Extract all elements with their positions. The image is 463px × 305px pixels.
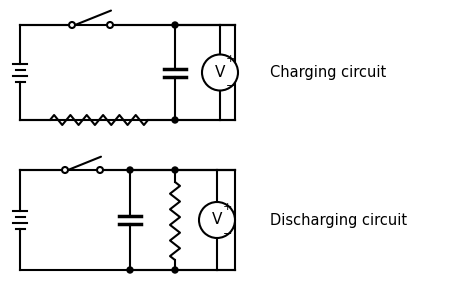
Circle shape <box>69 22 75 28</box>
Circle shape <box>202 55 238 91</box>
Circle shape <box>172 22 178 28</box>
Text: +: + <box>226 54 236 64</box>
Circle shape <box>127 167 133 173</box>
Circle shape <box>172 167 178 173</box>
Circle shape <box>172 117 178 123</box>
Circle shape <box>62 167 68 173</box>
Text: V: V <box>212 213 222 228</box>
Text: Charging circuit: Charging circuit <box>270 65 386 80</box>
Text: Discharging circuit: Discharging circuit <box>270 213 407 228</box>
Text: −: − <box>226 81 236 91</box>
Text: −: − <box>223 228 232 239</box>
Text: +: + <box>223 202 232 211</box>
Circle shape <box>97 167 103 173</box>
Circle shape <box>107 22 113 28</box>
Text: V: V <box>215 65 225 80</box>
Circle shape <box>199 202 235 238</box>
Circle shape <box>127 267 133 273</box>
Circle shape <box>172 267 178 273</box>
